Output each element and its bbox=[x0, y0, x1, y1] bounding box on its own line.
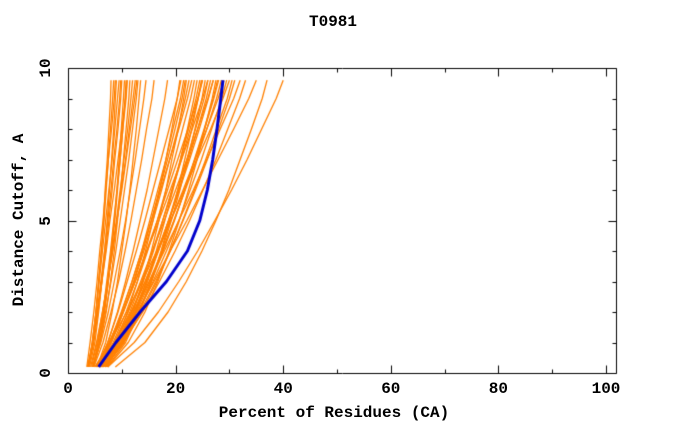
x-axis-label: Percent of Residues (CA) bbox=[218, 404, 450, 422]
y-tick-label: 10 bbox=[37, 58, 55, 78]
x-tick-label: 80 bbox=[488, 380, 508, 398]
x-tick-label: 20 bbox=[165, 380, 186, 398]
x-tick-label: 60 bbox=[381, 380, 401, 398]
y-tick-label: 5 bbox=[37, 215, 55, 226]
x-tick-label: 40 bbox=[273, 380, 293, 398]
x-tick-label: 0 bbox=[63, 380, 73, 398]
y-tick-label: 0 bbox=[37, 368, 55, 378]
x-tick-label: 100 bbox=[591, 380, 621, 398]
y-axis-label: Distance Cutoff, A bbox=[10, 133, 28, 307]
chart-title: T0981 bbox=[308, 13, 358, 31]
